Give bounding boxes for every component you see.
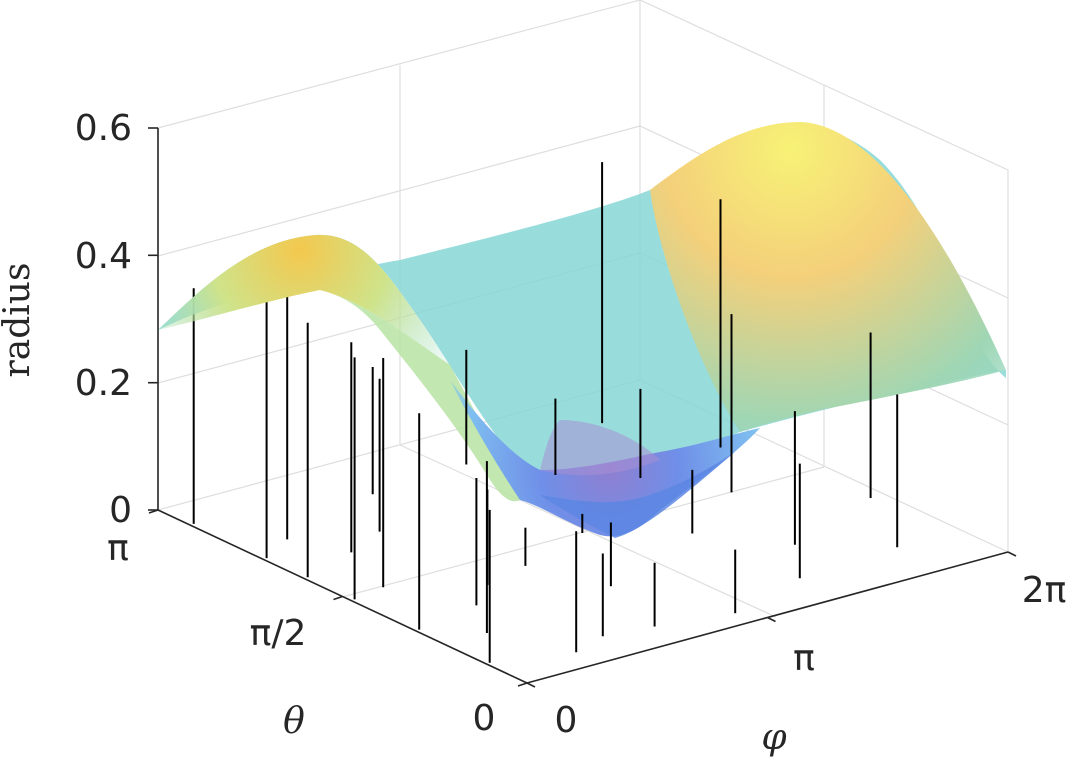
y-tick-mark bbox=[333, 595, 343, 601]
stems-back bbox=[192, 284, 381, 600]
y-tick-label: 0 bbox=[473, 698, 496, 739]
surface-trough-rim bbox=[540, 420, 660, 476]
z-tick-labels: 0 0.2 0.4 0.6 bbox=[75, 108, 132, 531]
z-axis-title: radius bbox=[0, 263, 38, 378]
surface-left-fold bbox=[320, 290, 520, 502]
x-tick-label: π bbox=[793, 638, 815, 679]
y-tick-label: π bbox=[107, 528, 129, 569]
y-tick-mark bbox=[517, 682, 528, 687]
y-tick-mark bbox=[148, 509, 159, 514]
tick-marks bbox=[148, 127, 1017, 688]
z-tick-label: 0 bbox=[109, 490, 132, 531]
x-tick-labels: 0 π 2π bbox=[555, 570, 1067, 741]
surface-lobe-left bbox=[158, 234, 450, 365]
surface-plot bbox=[158, 122, 1006, 538]
z-tick-label: 0.6 bbox=[75, 108, 132, 149]
x-tick-label: 2π bbox=[1022, 570, 1067, 611]
z-tick-label: 0.4 bbox=[75, 236, 132, 277]
surface-trough-depth bbox=[540, 452, 735, 538]
x-tick-mark bbox=[767, 616, 776, 623]
x-tick-label: 0 bbox=[555, 700, 578, 741]
y-tick-labels: 0 π/2 π bbox=[107, 528, 495, 739]
x-axis-title: φ bbox=[761, 717, 787, 758]
z-tick-label: 0.2 bbox=[75, 363, 132, 404]
y-tick-label: π/2 bbox=[250, 613, 307, 654]
surface-trough bbox=[450, 380, 760, 537]
stems-front bbox=[382, 162, 899, 663]
x-tick-mark bbox=[526, 682, 536, 688]
y-axis-title: θ bbox=[283, 701, 305, 742]
surface-lobe-right bbox=[650, 122, 1006, 432]
x-tick-mark bbox=[1007, 551, 1017, 557]
